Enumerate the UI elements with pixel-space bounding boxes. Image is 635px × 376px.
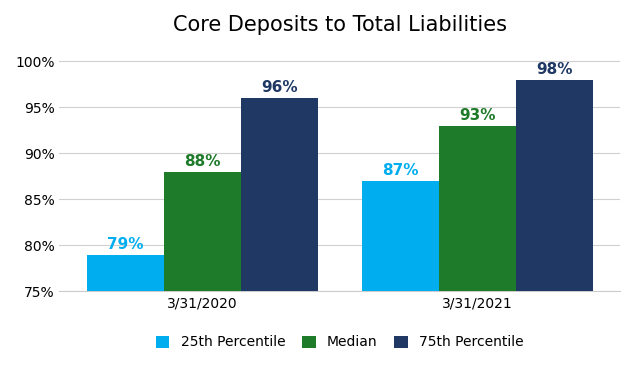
Text: 87%: 87%: [382, 163, 418, 178]
Title: Core Deposits to Total Liabilities: Core Deposits to Total Liabilities: [173, 15, 507, 35]
Bar: [87, 255, 164, 291]
Bar: [516, 80, 592, 291]
Bar: [164, 172, 241, 291]
Text: 88%: 88%: [184, 154, 220, 169]
Bar: [439, 126, 516, 291]
Bar: [362, 181, 439, 291]
Legend: 25th Percentile, Median, 75th Percentile: 25th Percentile, Median, 75th Percentile: [150, 330, 530, 355]
Text: 98%: 98%: [536, 62, 572, 77]
Bar: [241, 98, 318, 291]
Text: 93%: 93%: [459, 108, 495, 123]
Text: 79%: 79%: [107, 237, 144, 252]
Text: 96%: 96%: [261, 80, 298, 96]
